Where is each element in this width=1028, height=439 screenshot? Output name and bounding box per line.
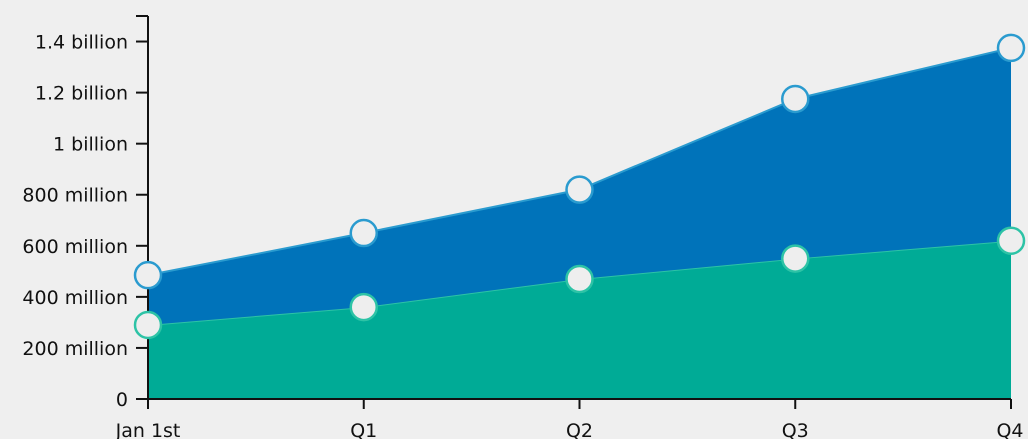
y-tick-label: 800 million bbox=[22, 185, 128, 207]
area-layer bbox=[147, 46, 1012, 399]
area-series-1 bbox=[148, 240, 1011, 399]
x-tick-label: Q2 bbox=[566, 420, 593, 439]
y-tick-label: 600 million bbox=[22, 236, 128, 258]
x-axis-ticks: Jan 1st Q1 Q2 Q3 Q4 bbox=[115, 399, 1024, 439]
y-tick-label: 1.4 billion bbox=[35, 32, 128, 54]
x-tick-label: Q1 bbox=[350, 420, 377, 439]
data-point-series-1[interactable] bbox=[349, 292, 378, 322]
y-tick-label: 1.2 billion bbox=[35, 83, 128, 105]
data-point-series-1[interactable] bbox=[133, 310, 163, 340]
y-tick-label: 400 million bbox=[22, 287, 128, 309]
data-point-series-2[interactable] bbox=[781, 84, 810, 114]
y-tick-label: 0 bbox=[116, 389, 128, 411]
marker-layer bbox=[133, 33, 1026, 340]
x-tick-label: Q4 bbox=[996, 420, 1023, 439]
data-point-series-1[interactable] bbox=[565, 264, 594, 294]
x-tick-label: Q3 bbox=[782, 420, 809, 439]
data-point-series-2[interactable] bbox=[565, 175, 594, 204]
data-point-series-2[interactable] bbox=[133, 260, 163, 290]
y-tick-label: 1 billion bbox=[53, 134, 128, 156]
data-point-series-2[interactable] bbox=[996, 33, 1026, 63]
data-point-series-1[interactable] bbox=[781, 244, 810, 273]
data-point-series-1[interactable] bbox=[996, 226, 1026, 255]
y-axis-ticks: 0 200 million 400 million 600 million 800 mi… bbox=[22, 32, 148, 411]
y-tick-label: 200 million bbox=[22, 338, 128, 360]
data-point-series-2[interactable] bbox=[349, 218, 378, 248]
x-tick-label: Jan 1st bbox=[115, 420, 181, 439]
